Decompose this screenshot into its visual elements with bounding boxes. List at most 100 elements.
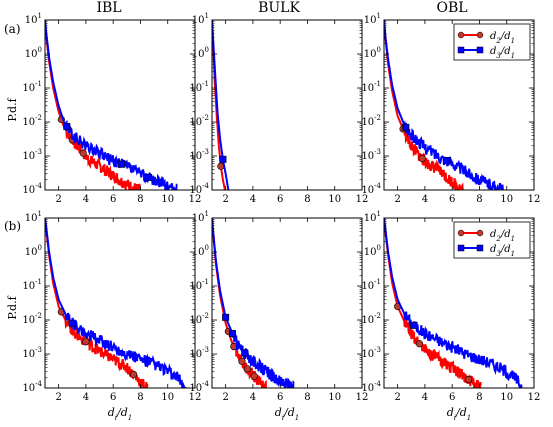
y-tick-label: 10-4 [22,380,42,394]
point-marker-d3 [68,319,76,327]
y-tick-label: 100 [364,46,381,60]
point-marker-d3 [117,160,125,168]
y-tick-label: 10-1 [361,278,381,292]
y-tick-label: 10-2 [189,312,209,326]
x-tick-label: 4 [83,392,89,403]
x-tick-label: 2 [222,392,228,403]
legend-label-d3: d3/d1 [490,244,515,258]
series-line-d3 [45,218,187,388]
panel-b-OBL: 2 4 6 8 10 12 10-4 10-3 10-2 10-1 100 101 di/d1 d2/d1… [361,210,540,422]
plot-area [45,218,187,388]
point-marker-d3 [145,173,153,181]
x-tick-label: 10 [500,392,513,403]
point-marker-d2 [79,149,87,157]
column-title-bulk: BULK [258,0,300,16]
legend-marker-circle [457,31,465,39]
y-tick-label: 10-4 [189,380,209,394]
x-tick-label: 8 [476,392,482,403]
point-marker-d2 [243,365,252,373]
y-tick-label: 101 [364,210,381,224]
y-tick-label: 100 [192,46,209,60]
x-tick-label: 4 [422,392,428,403]
x-tick-label: 10 [161,392,174,403]
point-marker-d2 [250,372,258,380]
legend-label-d3: d3/d1 [490,46,515,60]
x-tick-label: 10 [328,392,341,403]
point-marker-d2 [464,375,473,384]
x-tick-label: 4 [250,392,256,403]
x-axis-label: di/d1 [108,406,133,422]
axes-frame [383,19,535,191]
legend-marker-square [457,244,465,252]
plot-area [384,20,504,190]
series-line-d3 [45,20,178,190]
x-tick-label: 2 [394,194,400,205]
point-marker-d3 [63,123,71,131]
y-tick-label: 10-4 [189,182,209,196]
x-tick-label: 6 [449,194,455,205]
x-tick-label: 4 [422,194,428,205]
row-label-a: (a) [4,22,21,36]
x-tick-label: 8 [137,194,143,205]
series-line-d2 [384,218,482,388]
x-axis-label: di/d1 [447,406,472,422]
y-tick-label: 100 [25,244,42,258]
x-tick-label: 6 [110,392,116,403]
x-tick-label: 10 [161,194,174,205]
x-tick-label: 4 [83,194,89,205]
x-tick-label: 12 [189,194,202,205]
plot-area [384,218,523,388]
y-tick-label: 10-3 [189,346,209,360]
axes-frame [44,19,196,191]
y-tick-label: 10-3 [361,148,381,162]
point-marker-d2 [130,370,138,379]
y-tick-label: 10-3 [22,346,42,360]
axes-frame [211,217,363,389]
point-marker-d3 [410,321,418,329]
x-tick-label: 6 [277,194,283,205]
y-tick-label: 101 [192,210,209,224]
axes-frame [44,217,196,389]
series-line-d2 [384,20,464,190]
row-label-b: (b) [4,219,21,233]
point-marker-d3 [219,155,227,163]
y-tick-label: 101 [364,12,381,26]
legend-marker-square [476,46,484,54]
panel-b-IBL: 2 4 6 8 10 12 10-4 10-3 10-2 10-1 100 101 di/d1 [22,210,201,422]
x-tick-label: 6 [277,392,283,403]
axes-frame [211,19,363,191]
legend-marker-circle [457,229,465,237]
y-tick-label: 10-2 [361,312,381,326]
x-tick-label: 12 [189,392,202,403]
x-tick-label: 12 [528,392,541,403]
x-tick-label: 2 [55,392,61,403]
y-tick-label: 101 [192,12,209,26]
x-tick-label: 10 [328,194,341,205]
point-marker-d3 [443,157,451,165]
legend-marker-square [476,244,484,252]
x-tick-label: 6 [449,392,455,403]
y-tick-label: 101 [25,210,42,224]
y-tick-label: 10-2 [361,114,381,128]
y-tick-label: 10-3 [361,346,381,360]
y-tick-label: 100 [364,244,381,258]
x-tick-label: 8 [304,194,310,205]
point-marker-d3 [402,123,410,131]
y-tick-label: 10-1 [22,278,42,292]
point-marker-d2 [415,340,424,348]
y-tick-label: 10-1 [361,80,381,94]
y-tick-label: 10-1 [189,80,209,94]
x-tick-label: 2 [394,392,400,403]
y-tick-label: 10-3 [189,148,209,162]
x-axis-label: di/d1 [275,406,300,422]
y-tick-label: 10-1 [22,80,42,94]
point-marker-d3 [222,313,230,321]
y-tick-label: 101 [25,12,42,26]
y-tick-label: 10-2 [22,312,42,326]
x-tick-label: 2 [55,194,61,205]
